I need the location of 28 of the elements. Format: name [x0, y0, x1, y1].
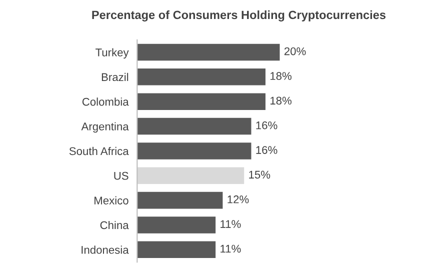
bar [137, 192, 223, 209]
y-tick-label: US [114, 172, 128, 180]
y-tick-label: Brazil [102, 72, 128, 82]
bar [137, 167, 244, 184]
y-tick-label: Indonesia [82, 246, 129, 254]
bar [137, 241, 216, 258]
y-tick-label: Colombia [82, 98, 129, 106]
bar [137, 142, 252, 160]
data-label: 15% [249, 170, 270, 179]
chart-title: Percentage of Consumers Holding Cryptocurrencies [92, 10, 386, 22]
data-label: 12% [228, 195, 249, 204]
bar [137, 44, 280, 61]
y-tick-label: China [100, 220, 129, 230]
data-label: 11% [220, 244, 241, 253]
y-tick-label: Turkey [96, 48, 129, 59]
data-label: 18% [270, 96, 292, 105]
data-label: 11% [220, 220, 241, 228]
y-tick-label: Argentina [81, 122, 129, 133]
data-label: 18% [270, 72, 292, 80]
data-label: 16% [256, 146, 278, 154]
y-tick-label: South Africa [69, 146, 129, 156]
bar [137, 68, 266, 86]
y-tick-label: Mexico [94, 196, 128, 204]
bar [137, 216, 216, 234]
bar [137, 93, 266, 110]
bar [137, 118, 252, 135]
data-label: 20% [284, 47, 306, 56]
data-label: 16% [256, 121, 278, 130]
